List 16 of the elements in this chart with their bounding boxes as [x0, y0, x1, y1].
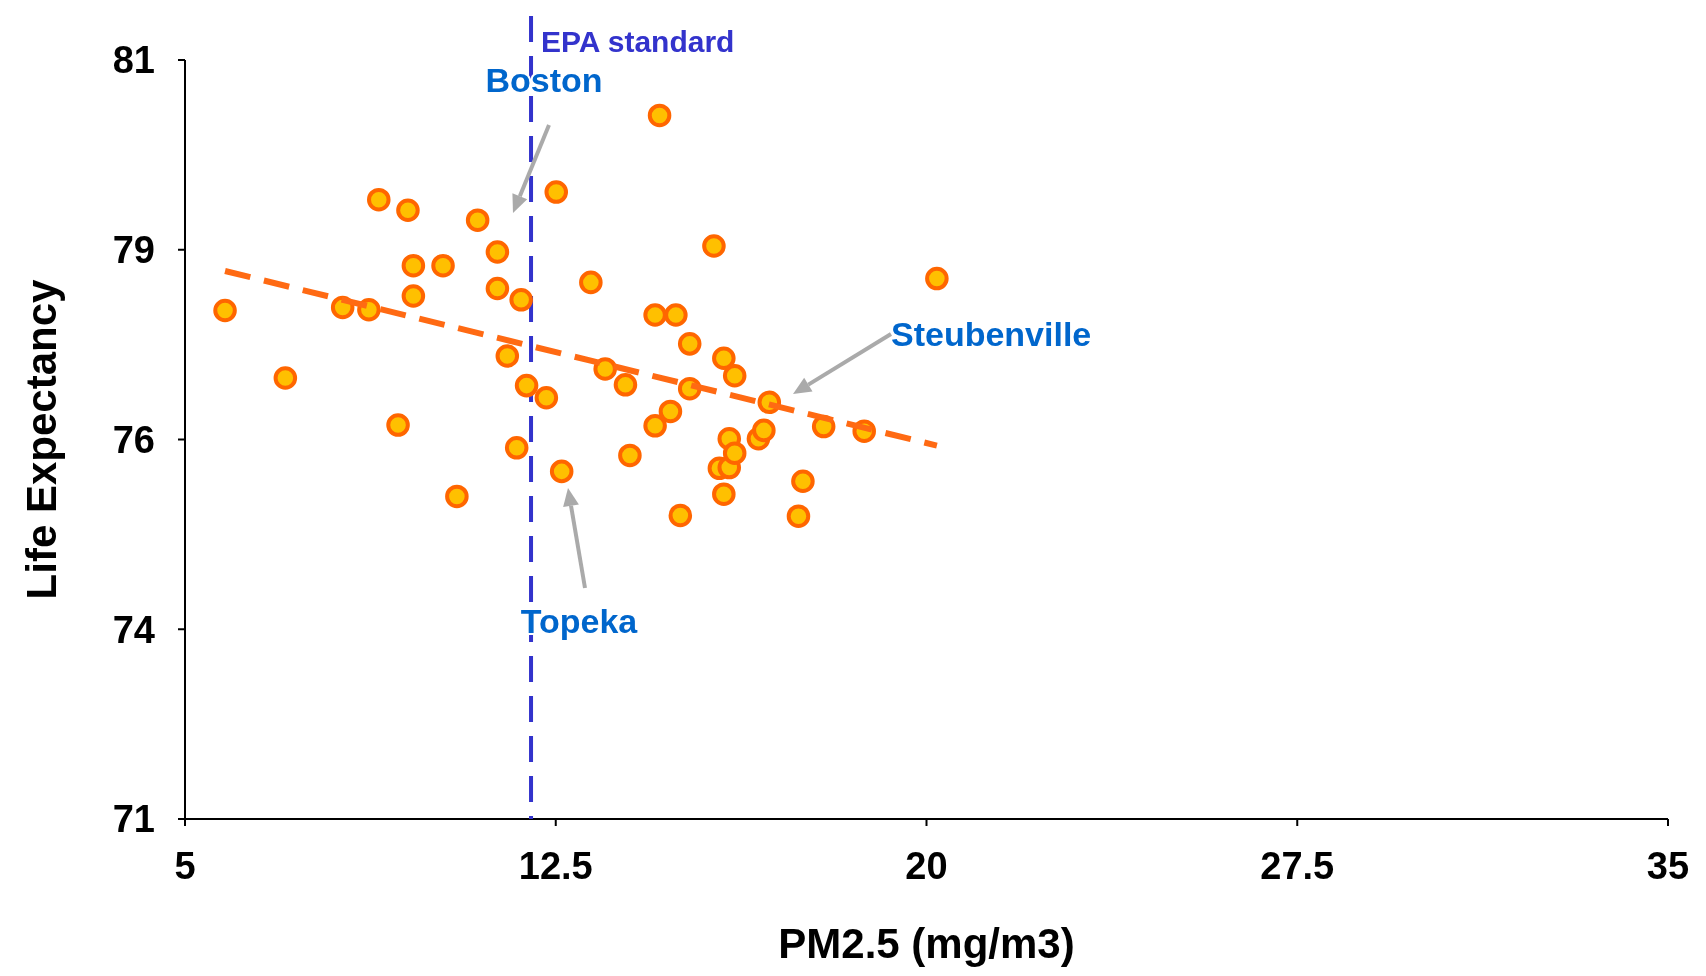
y-tick-label: 81	[112, 39, 155, 82]
y-tick-label: 76	[112, 418, 155, 461]
annotation: Topeka	[520, 602, 639, 640]
y-axis-title: Life Expectancy	[18, 278, 65, 600]
x-tick-label: 27.5	[1260, 845, 1335, 887]
x-tick-label: 20	[905, 845, 948, 887]
x-axis-title: PM2.5 (mg/m3)	[778, 920, 1075, 967]
ref-line-label: EPA standard	[541, 25, 735, 58]
y-tick-label: 74	[112, 608, 155, 651]
annotation: Steubenville	[891, 315, 1092, 353]
y-tick-label: 71	[112, 798, 155, 841]
x-tick-label: 35	[1646, 845, 1690, 887]
x-tick-label: 5	[174, 845, 196, 887]
annotation: Boston	[485, 61, 603, 99]
x-tick-label: 12.5	[518, 845, 593, 887]
y-tick-label: 79	[112, 229, 155, 272]
